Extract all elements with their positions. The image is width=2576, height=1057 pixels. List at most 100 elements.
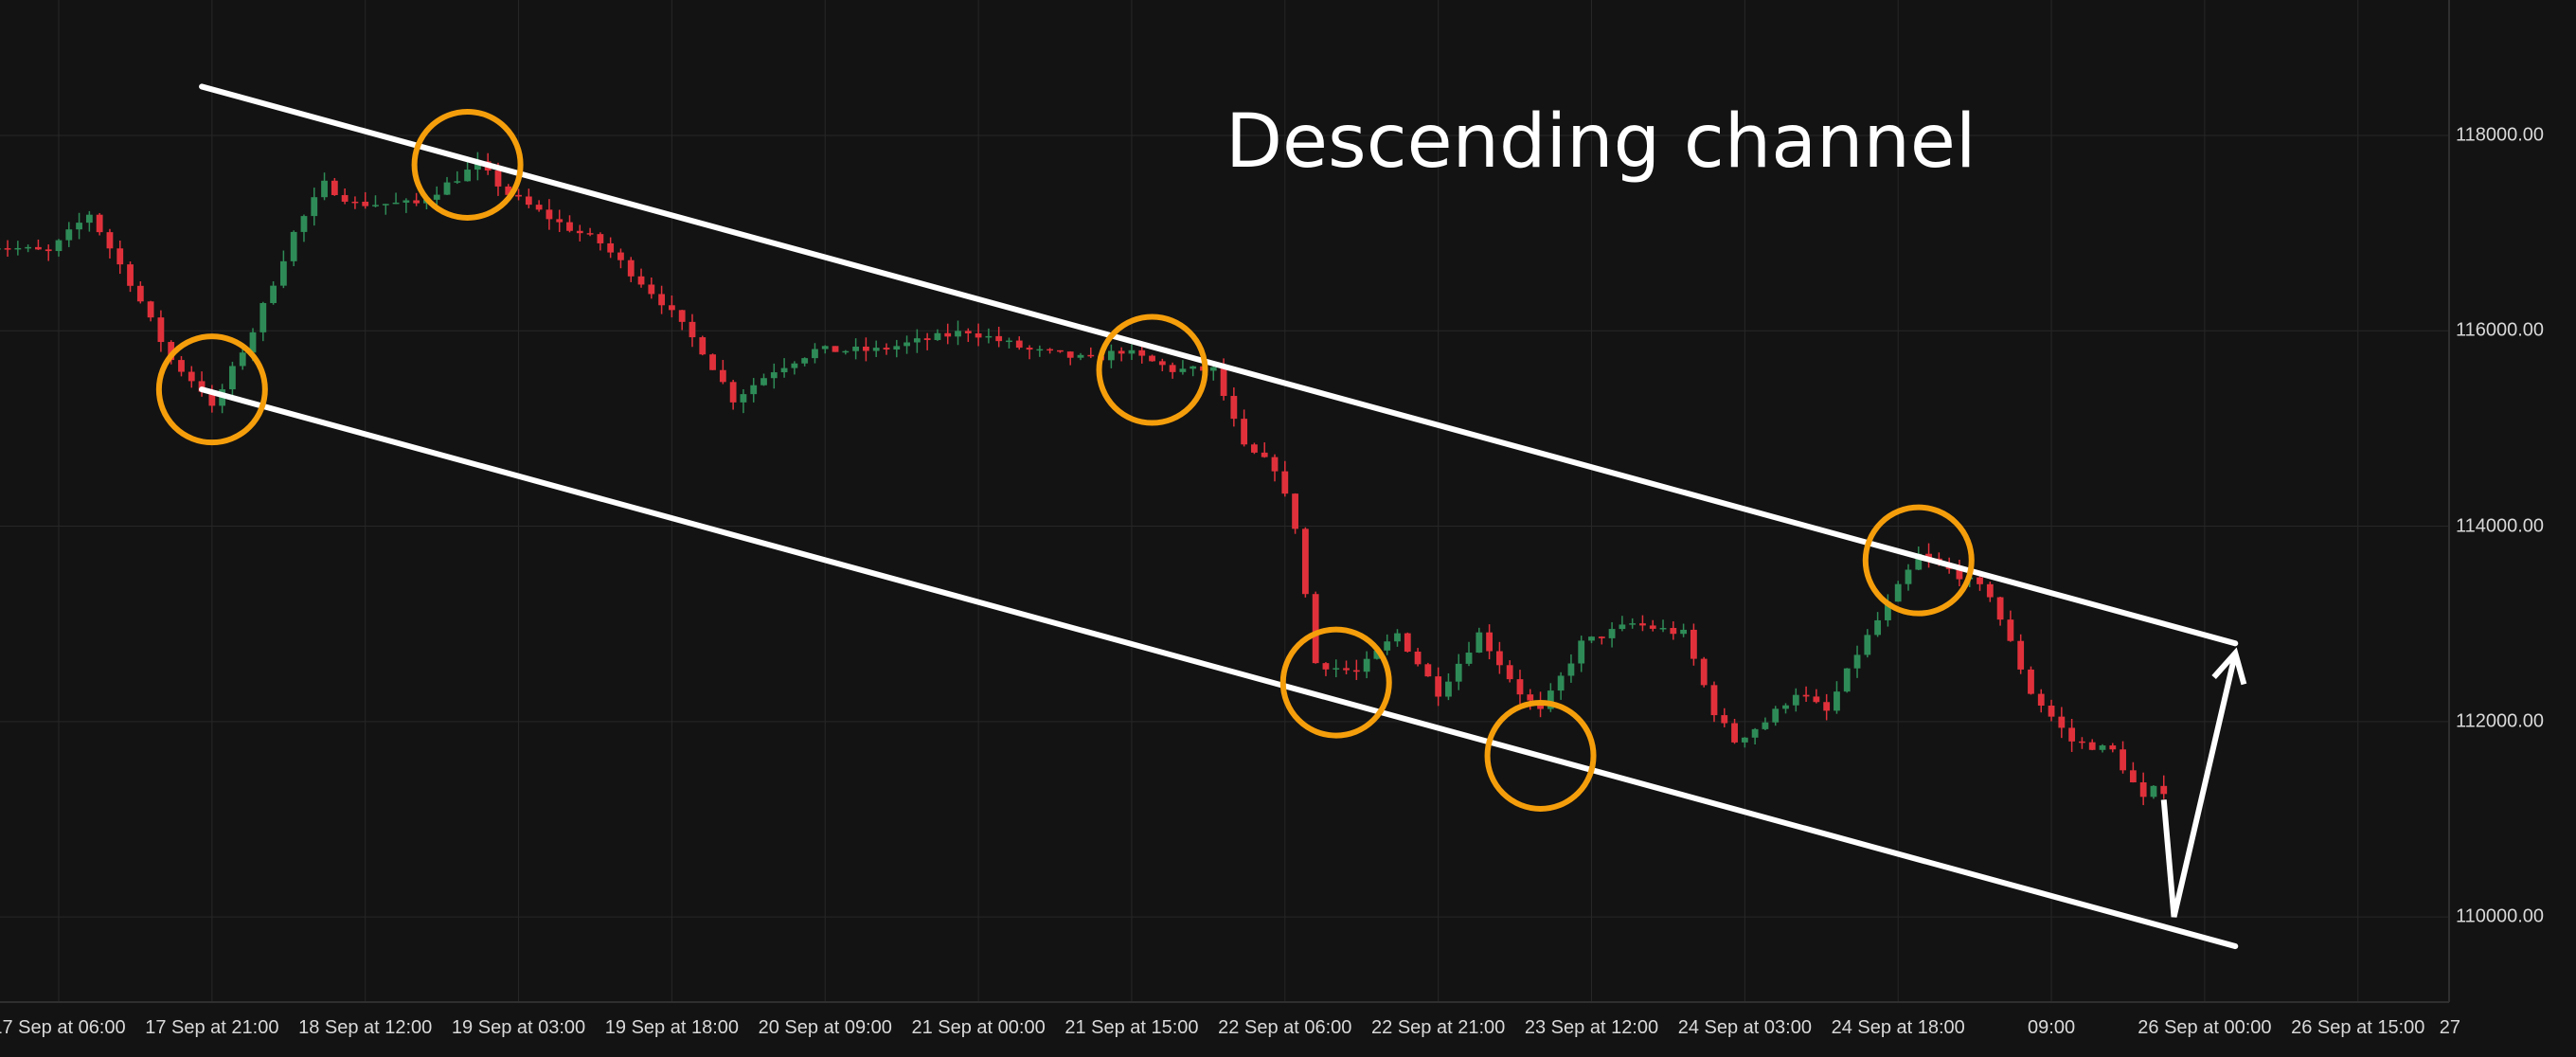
- candle-up: [1608, 629, 1616, 638]
- pivot-circle: [1862, 504, 1975, 617]
- candle-up: [1894, 583, 1902, 602]
- candle-up: [1885, 601, 1891, 620]
- candle-down: [1271, 457, 1279, 472]
- candle-up: [1782, 705, 1789, 709]
- candle-up: [229, 366, 236, 390]
- candle-down: [35, 246, 42, 250]
- candle-down: [556, 219, 564, 223]
- price-tick-label: 112000.00: [2455, 710, 2544, 732]
- candle-down: [597, 234, 604, 243]
- candle-down: [178, 360, 185, 372]
- candle-up: [1915, 553, 1923, 570]
- candle-up: [1843, 668, 1851, 692]
- candle-up: [903, 342, 910, 347]
- candle-up: [1792, 694, 1799, 706]
- candle-up: [433, 194, 440, 200]
- candle-up: [1128, 349, 1136, 354]
- candle-up: [464, 170, 471, 182]
- time-tick-label: 26 Sep at 15:00: [2291, 1017, 2425, 1038]
- candle-down: [2160, 785, 2168, 795]
- projection-arrow: [2160, 652, 2239, 918]
- candle-up: [1905, 569, 1912, 584]
- candle-down: [157, 317, 165, 343]
- time-tick-label: 21 Sep at 00:00: [911, 1017, 1046, 1038]
- time-tick-label: 17 Sep at 06:00: [0, 1017, 126, 1038]
- candle-down: [546, 209, 553, 220]
- candle-down: [1261, 452, 1268, 457]
- candle-down: [1352, 670, 1360, 672]
- candle-down: [2037, 693, 2045, 707]
- time-tick-label: 23 Sep at 12:00: [1524, 1017, 1659, 1038]
- candle-down: [1813, 696, 1820, 703]
- candle-down: [637, 276, 645, 285]
- candle-down: [413, 200, 420, 204]
- candle-up: [239, 352, 246, 367]
- candle-down: [2028, 669, 2034, 694]
- candle-down: [1925, 553, 1932, 559]
- time-tick-label: 22 Sep at 06:00: [1218, 1017, 1352, 1038]
- candle-up: [1874, 619, 1882, 636]
- candle-down: [1527, 694, 1534, 701]
- candle-up: [14, 247, 22, 250]
- candle-down: [1700, 658, 1708, 686]
- channel-upper-line: [199, 83, 2239, 647]
- candle-up: [372, 205, 379, 206]
- candle-up: [821, 346, 829, 349]
- candle-down: [1292, 493, 1298, 529]
- candle-down: [1721, 715, 1728, 724]
- candle-up: [842, 350, 850, 353]
- price-tick-label: 116000.00: [2455, 319, 2544, 341]
- candle-down: [1649, 625, 1656, 629]
- candle-up: [1834, 691, 1840, 711]
- candle-down: [1138, 349, 1146, 356]
- candle-up: [1445, 681, 1452, 697]
- candle-down: [136, 285, 144, 302]
- chart-grid: [0, 0, 2449, 1002]
- candle-down: [719, 369, 726, 383]
- candle-down: [208, 391, 216, 406]
- candle-up: [474, 161, 481, 170]
- candle-down: [1414, 651, 1422, 665]
- candle-up: [770, 372, 778, 379]
- candle-down: [1046, 349, 1054, 351]
- candle-down: [617, 252, 624, 260]
- candle-up: [1190, 366, 1197, 369]
- candle-up: [760, 378, 767, 385]
- candle-down: [2109, 745, 2117, 750]
- candle-down: [1435, 676, 1442, 697]
- time-tick-label: 22 Sep at 21:00: [1371, 1017, 1506, 1038]
- candle-down: [1996, 597, 2004, 620]
- candle-up: [1680, 629, 1688, 635]
- candle-up: [402, 200, 410, 203]
- candle-down: [1986, 583, 1994, 598]
- candle-up: [780, 367, 788, 373]
- candle-up: [1578, 640, 1585, 664]
- candle-up: [1476, 632, 1483, 654]
- candle-down: [678, 310, 686, 322]
- candle-down: [1506, 665, 1513, 680]
- pivot-circle: [1484, 699, 1597, 812]
- pivot-circle: [1279, 626, 1392, 739]
- candle-down: [2079, 741, 2085, 743]
- candle-up: [1619, 624, 1626, 630]
- candle-down: [689, 321, 696, 338]
- candle-up: [454, 181, 461, 183]
- candle-up: [872, 348, 880, 351]
- candle-down: [576, 230, 583, 234]
- candle-down: [1158, 361, 1166, 366]
- candle-up: [1363, 658, 1370, 672]
- candle-down: [106, 232, 114, 249]
- candle-down: [2007, 619, 2014, 641]
- candle-up: [65, 229, 73, 241]
- candle-down: [669, 305, 675, 311]
- candle-down: [1322, 663, 1330, 670]
- candle-up: [259, 302, 267, 332]
- candle-up: [1107, 350, 1115, 361]
- candle-up: [85, 214, 93, 224]
- candle-up: [1588, 636, 1595, 641]
- time-tick-label: 17 Sep at 21:00: [145, 1017, 279, 1038]
- candle-up: [1629, 623, 1637, 625]
- candle-down: [4, 248, 11, 250]
- candle-down: [2139, 782, 2147, 797]
